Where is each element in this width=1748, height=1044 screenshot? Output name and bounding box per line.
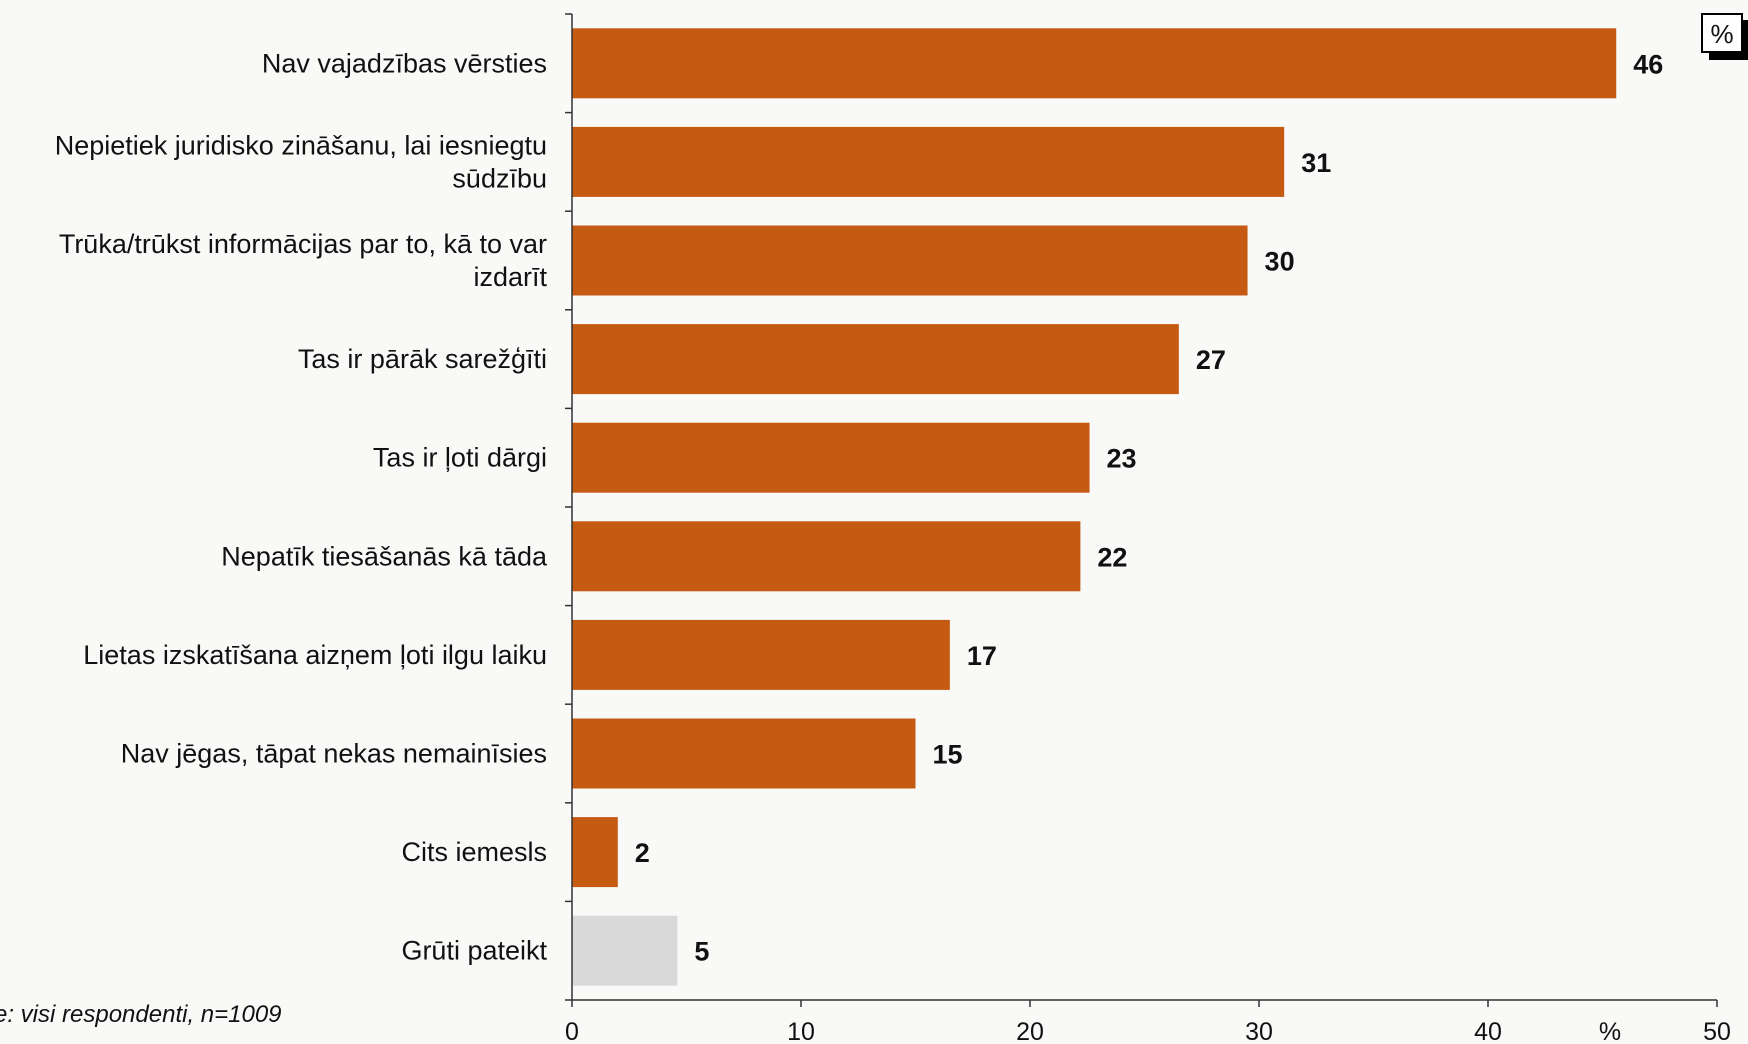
category-label: Nepietiek juridisko zināšanu, lai iesnie… bbox=[55, 130, 547, 160]
bar bbox=[572, 521, 1081, 592]
category-label: Tas ir ļoti dārgi bbox=[373, 443, 547, 473]
bars-layer bbox=[572, 28, 1617, 986]
base-note: e: visi respondenti, n=1009 bbox=[0, 1001, 282, 1028]
category-label: sūdzību bbox=[452, 163, 547, 193]
category-label: Cits iemesls bbox=[401, 837, 547, 867]
bar bbox=[572, 915, 678, 986]
data-label: 23 bbox=[1107, 444, 1137, 474]
data-label: 15 bbox=[933, 740, 963, 770]
x-tick-label: 40 bbox=[1474, 1018, 1502, 1044]
unit-box: % bbox=[1701, 13, 1748, 60]
x-tick-label: 30 bbox=[1245, 1018, 1273, 1044]
unit-box-label: % bbox=[1710, 19, 1733, 49]
x-tick-label: 50 bbox=[1703, 1018, 1731, 1044]
bar bbox=[572, 126, 1285, 197]
category-label: Nav jēgas, tāpat nekas nemainīsies bbox=[121, 739, 547, 769]
data-label: 31 bbox=[1301, 148, 1331, 178]
x-tick-label: 20 bbox=[1016, 1018, 1044, 1044]
axes-layer: 0 10 20 30 40 50 bbox=[565, 13, 1731, 1044]
unit-box-frame bbox=[1701, 13, 1743, 53]
data-label: 30 bbox=[1265, 247, 1295, 277]
category-label: Tas ir pārāk sarežģīti bbox=[298, 344, 547, 374]
category-label: Trūka/trūkst informācijas par to, kā to … bbox=[59, 229, 547, 259]
bar bbox=[572, 619, 950, 690]
data-label: 27 bbox=[1196, 345, 1226, 375]
data-label: 46 bbox=[1633, 49, 1663, 79]
data-label: 2 bbox=[635, 838, 650, 868]
bar bbox=[572, 28, 1617, 99]
data-label: 17 bbox=[967, 641, 997, 671]
bar bbox=[572, 324, 1179, 395]
x-tick-label: 0 bbox=[565, 1018, 579, 1044]
category-label: izdarīt bbox=[473, 262, 547, 292]
category-label: Nav vajadzības vērsties bbox=[262, 48, 547, 78]
bar bbox=[572, 718, 916, 789]
data-label: 5 bbox=[694, 937, 709, 967]
bar bbox=[572, 225, 1248, 296]
data-label: 22 bbox=[1097, 542, 1127, 572]
bar bbox=[572, 817, 618, 888]
category-label: Lietas izskatīšana aizņem ļoti ilgu laik… bbox=[83, 640, 547, 670]
labels-layer: 46 Nav vajadzības vērsties 31 Nepietiek jur… bbox=[55, 48, 1664, 966]
x-axis-unit-label: % bbox=[1599, 1018, 1621, 1044]
x-tick-label: 10 bbox=[787, 1018, 815, 1044]
category-label: Grūti pateikt bbox=[401, 936, 547, 966]
category-label: Nepatīk tiesāšanās kā tāda bbox=[221, 541, 548, 571]
bar bbox=[572, 422, 1090, 493]
